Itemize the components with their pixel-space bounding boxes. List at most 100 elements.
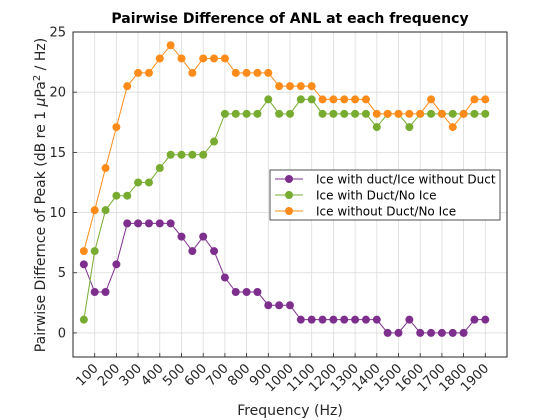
data-point [134,68,143,77]
data-point [123,82,132,91]
legend-label: Ice with duct/Ice without Duct [316,173,496,187]
data-point [199,150,208,159]
data-point [155,54,164,63]
data-point [383,109,392,118]
data-point [394,328,403,337]
data-point [253,68,262,77]
data-point [427,109,436,118]
legend-marker [285,175,293,183]
data-point [361,109,370,118]
data-point [459,328,468,337]
legend-item: Ice without Duct/No Ice [275,205,456,219]
data-point [481,95,490,104]
data-point [372,123,381,132]
data-point [372,315,381,324]
legend-marker [285,191,293,199]
data-point [177,232,186,241]
data-point [361,95,370,104]
data-point [296,95,305,104]
data-point [481,315,490,324]
x-axis-title: Frequency (Hz) [237,403,343,419]
data-point [242,288,251,296]
data-point [437,328,446,337]
data-point [470,95,479,104]
data-point [470,109,479,118]
data-point [481,109,490,118]
data-point [275,301,284,310]
data-point [101,164,110,173]
data-point [383,328,392,337]
data-point [286,82,294,91]
data-point [275,82,284,91]
data-point [351,315,360,324]
data-point [210,54,219,63]
data-point [286,109,294,118]
data-point [253,288,262,296]
data-point [177,54,186,63]
legend-label: Ice without Duct/No Ice [316,205,456,219]
data-point [144,219,153,228]
data-point [112,123,121,132]
chart-title: Pairwise Difference of ANL at each frequ… [111,11,468,27]
data-point [210,247,219,256]
data-point [242,68,251,77]
data-point [90,288,99,296]
data-point [394,109,403,118]
data-point [416,328,425,337]
data-point [220,109,229,118]
data-point [112,191,121,200]
data-point [112,260,121,269]
series-3 [79,41,490,256]
y-tick-label: 15 [49,146,66,161]
data-point [307,315,316,324]
data-point [155,219,164,228]
data-point [220,54,229,63]
y-tick-label: 5 [58,266,66,281]
y-tick-label: 10 [49,206,66,221]
data-point [101,288,110,296]
data-point [427,95,436,104]
data-point [123,191,132,200]
y-axis-title: Pairwise Differnce of Peak (dB re 1 μPa2… [32,38,49,352]
data-point [134,219,143,228]
data-point [307,82,316,91]
data-point [210,137,219,146]
ticks: 1002003004005006007008009001000110012001… [49,26,492,396]
data-point [275,109,284,118]
data-point [459,109,468,118]
data-point [79,247,88,256]
data-point [372,109,381,118]
data-point [90,247,99,256]
data-point [307,95,316,104]
data-point [296,315,305,324]
data-point [329,315,338,324]
data-point [231,288,240,296]
legend-marker [285,207,293,215]
data-point [329,95,338,104]
data-point [318,95,327,104]
data-point [199,232,208,241]
y-tick-label: 25 [49,26,66,41]
data-point [340,315,349,324]
data-point [340,95,349,104]
data-point [286,301,294,310]
data-point [220,273,229,282]
series-1 [79,219,490,337]
data-point [123,219,132,228]
data-point [166,219,175,228]
data-point [296,82,305,91]
data-point [134,178,143,187]
data-point [231,109,240,118]
data-point [144,68,153,77]
data-point [318,109,327,118]
data-point [144,178,153,187]
data-point [351,95,360,104]
data-point [79,315,88,324]
data-point [188,247,197,256]
legend-label: Ice with Duct/No Ice [316,189,436,203]
y-tick-label: 0 [58,326,66,341]
data-point [361,315,370,324]
data-point [101,206,110,215]
data-point [177,150,186,159]
y-tick-label: 20 [49,86,66,101]
